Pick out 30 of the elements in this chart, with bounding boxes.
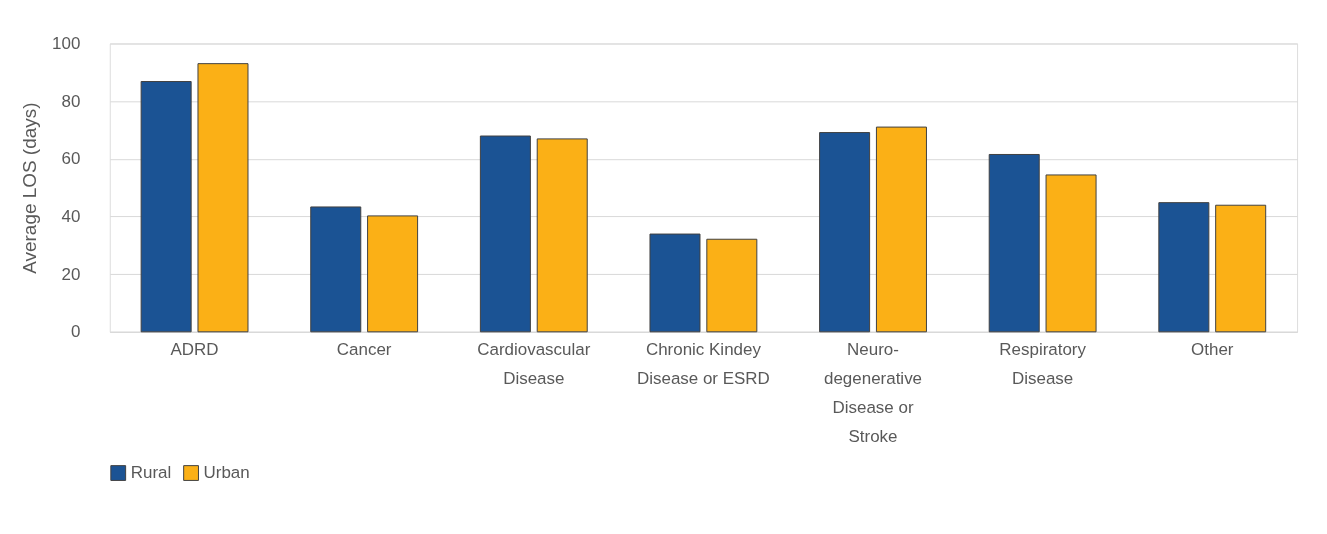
- bar: [1045, 174, 1097, 333]
- bar: [310, 206, 362, 333]
- x-tick-label: Cardiovascular Disease: [477, 340, 591, 389]
- x-tick-label: Cancer: [336, 340, 392, 360]
- bar: [197, 63, 249, 333]
- bar: [1158, 202, 1210, 333]
- bar: [706, 238, 758, 333]
- bar: [1215, 204, 1267, 333]
- bar: [649, 233, 701, 333]
- bar: [875, 126, 927, 333]
- x-tick-label: Respiratory Disease: [999, 340, 1087, 389]
- y-tick-label: 80: [61, 91, 81, 111]
- bar: [140, 81, 192, 333]
- y-tick-label: 100: [52, 33, 81, 53]
- y-tick-label: 0: [70, 322, 81, 342]
- y-tick-label: 20: [61, 264, 81, 284]
- x-tick-label: Chronic Kindey Disease or ESRD: [636, 340, 770, 389]
- legend-label: Rural: [130, 463, 172, 483]
- bar: [479, 135, 531, 333]
- x-tick-label: ADRD: [170, 340, 219, 360]
- x-tick-label: Other: [1191, 340, 1234, 360]
- x-tick-label: Neuro-degenerative Disease or Stroke: [824, 340, 923, 447]
- y-tick-label: 40: [61, 206, 81, 226]
- bar: [819, 132, 871, 333]
- bar: [536, 138, 588, 333]
- bar: [988, 153, 1040, 333]
- y-axis-title: Average LOS (days): [19, 102, 41, 274]
- bar: [367, 215, 419, 333]
- y-tick-label: 60: [61, 149, 81, 169]
- legend-label: Urban: [203, 463, 250, 483]
